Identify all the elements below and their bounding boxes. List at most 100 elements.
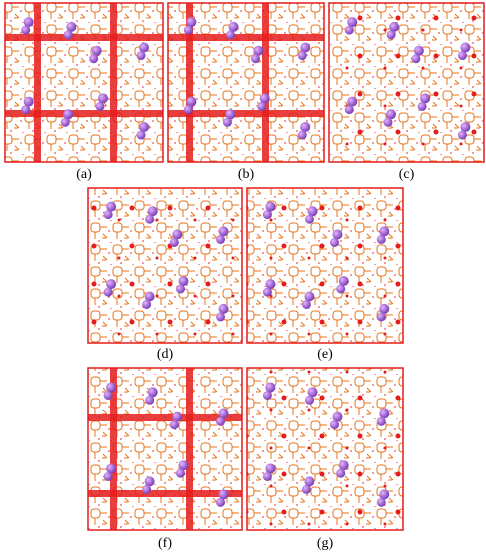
atom <box>307 387 318 398</box>
atom <box>457 130 467 140</box>
atom <box>225 109 236 120</box>
atom <box>329 238 339 247</box>
atom <box>386 109 396 120</box>
atom <box>147 206 158 217</box>
atom <box>460 122 471 133</box>
atom <box>186 17 197 28</box>
atom <box>21 25 31 35</box>
atom <box>218 489 229 500</box>
atom <box>216 497 226 507</box>
atom <box>103 287 113 297</box>
atom <box>262 471 272 481</box>
atom <box>63 109 74 120</box>
atom <box>413 45 424 56</box>
atom <box>97 93 108 104</box>
atom <box>103 390 113 400</box>
panel-label: (d) <box>157 347 174 362</box>
atom <box>106 463 117 474</box>
atom <box>262 287 272 297</box>
atom <box>175 468 185 478</box>
atom <box>304 291 315 302</box>
panel <box>4 2 164 163</box>
atom <box>420 93 431 104</box>
atom <box>338 460 349 471</box>
atom <box>253 45 264 56</box>
panel <box>167 2 325 163</box>
atom <box>300 122 311 133</box>
atom <box>257 101 267 111</box>
atom <box>305 214 315 224</box>
atom <box>139 122 150 133</box>
atom <box>172 229 183 240</box>
atom <box>139 42 150 53</box>
atom <box>60 117 70 127</box>
atom <box>332 229 343 240</box>
atom <box>216 234 226 244</box>
atom <box>265 382 276 393</box>
panel-border <box>246 187 404 344</box>
atom <box>336 284 346 294</box>
atom <box>218 303 229 314</box>
atom <box>216 416 226 426</box>
atom <box>344 105 354 115</box>
panel <box>87 367 243 531</box>
atom <box>262 390 272 400</box>
atom <box>186 96 197 107</box>
panel-label: (b) <box>238 167 255 182</box>
atom <box>169 238 179 247</box>
atom <box>386 30 396 40</box>
atom <box>172 411 183 422</box>
panel-label: (f) <box>158 536 172 550</box>
atom <box>332 411 343 422</box>
atom <box>344 25 354 35</box>
panel <box>246 187 404 344</box>
atom <box>144 476 155 487</box>
atom <box>259 93 270 104</box>
panel <box>246 367 404 531</box>
atom <box>300 42 311 53</box>
atom <box>376 234 386 244</box>
atom <box>21 105 31 115</box>
panel-border <box>167 2 325 163</box>
atom <box>145 395 155 405</box>
atom <box>218 408 229 419</box>
atom <box>305 395 315 405</box>
atom <box>142 484 152 494</box>
atom <box>23 96 34 107</box>
panel-border <box>4 2 164 163</box>
atom <box>379 408 390 419</box>
atom <box>147 387 158 398</box>
atom <box>265 463 276 474</box>
atom <box>460 42 471 53</box>
atom <box>338 276 349 286</box>
atom <box>106 279 117 290</box>
atom <box>301 484 311 494</box>
atom <box>457 51 467 61</box>
atom <box>383 117 393 127</box>
atom <box>265 201 276 212</box>
atom <box>389 21 400 32</box>
atom <box>301 300 311 309</box>
panel-label: (a) <box>76 167 92 182</box>
atom <box>136 51 146 61</box>
atom <box>411 54 421 64</box>
atom <box>376 416 386 426</box>
panel-border <box>87 187 243 344</box>
atom <box>218 226 229 237</box>
atom <box>103 210 113 220</box>
atom <box>297 130 307 140</box>
atom <box>178 276 189 286</box>
atom <box>347 96 358 107</box>
atom <box>63 30 73 40</box>
atom <box>379 226 390 237</box>
atom <box>347 17 358 28</box>
atom <box>183 25 193 35</box>
atom <box>216 312 226 322</box>
atom <box>379 303 390 314</box>
atom <box>222 117 232 127</box>
atom <box>329 420 339 430</box>
atom <box>89 54 99 64</box>
atom <box>66 21 77 32</box>
atom <box>336 468 346 478</box>
